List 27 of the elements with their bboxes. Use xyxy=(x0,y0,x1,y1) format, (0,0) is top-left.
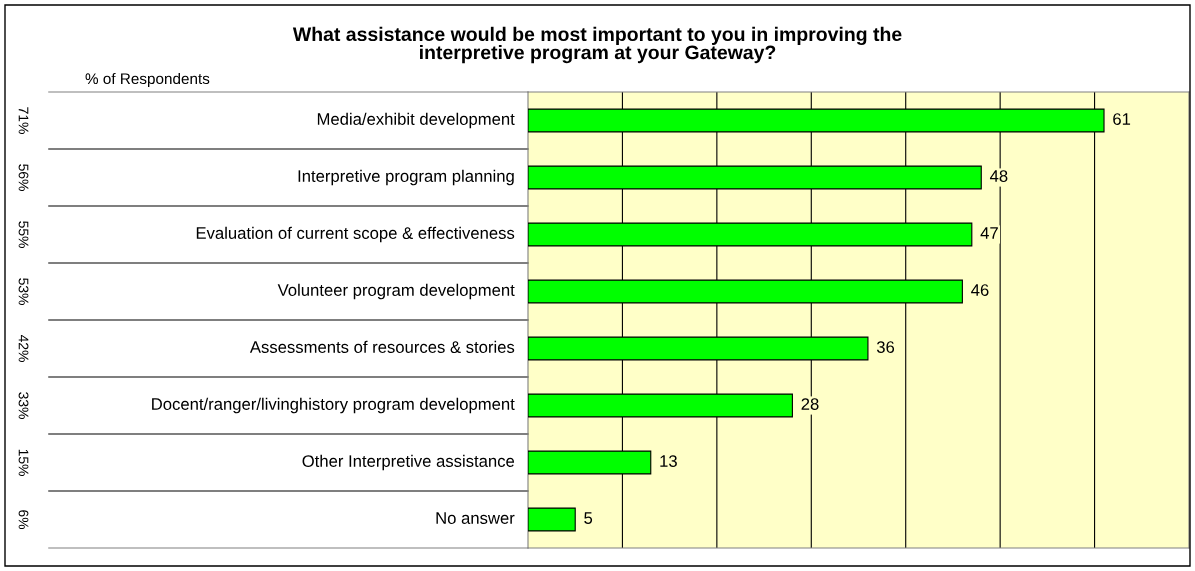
y-tick-label: No answer xyxy=(436,512,515,524)
data-label: 5 xyxy=(584,512,593,524)
data-label: 48 xyxy=(989,170,1008,182)
text: 33% xyxy=(18,392,29,419)
data-label: 28 xyxy=(801,398,819,410)
text: 6% xyxy=(18,510,29,530)
text: 71% xyxy=(18,107,29,134)
text: 53% xyxy=(18,278,29,305)
bar xyxy=(528,507,576,532)
data-label: 61 xyxy=(1113,113,1131,125)
y-tick-label: Evaluation of current scope & effectiveness xyxy=(196,226,515,243)
y-tick-label: Assessments of resources & stories xyxy=(249,340,515,353)
chart-title: What assistance would be most important to you in improving the interpretive program at your Gateway? xyxy=(292,26,902,64)
data-label: 47 xyxy=(980,227,998,239)
text: 42% xyxy=(18,334,29,362)
y-tick-label: Other Interpretive assistance xyxy=(302,454,515,471)
y-tick-label: Interpretive program planning xyxy=(298,169,514,186)
y-tick-label: Docent/ranger/livinghistory program development xyxy=(152,397,515,414)
text: % of Respondents xyxy=(85,72,210,88)
text: 56% xyxy=(18,164,29,191)
text: 55% xyxy=(18,221,29,248)
y-tick-label: Volunteer program development xyxy=(277,283,515,300)
data-label: 46 xyxy=(971,284,989,296)
data-label: 36 xyxy=(876,341,895,353)
data-label: 13 xyxy=(660,455,677,467)
text: 15% xyxy=(18,449,29,476)
y-tick-label: Media/exhibit development xyxy=(317,112,515,129)
